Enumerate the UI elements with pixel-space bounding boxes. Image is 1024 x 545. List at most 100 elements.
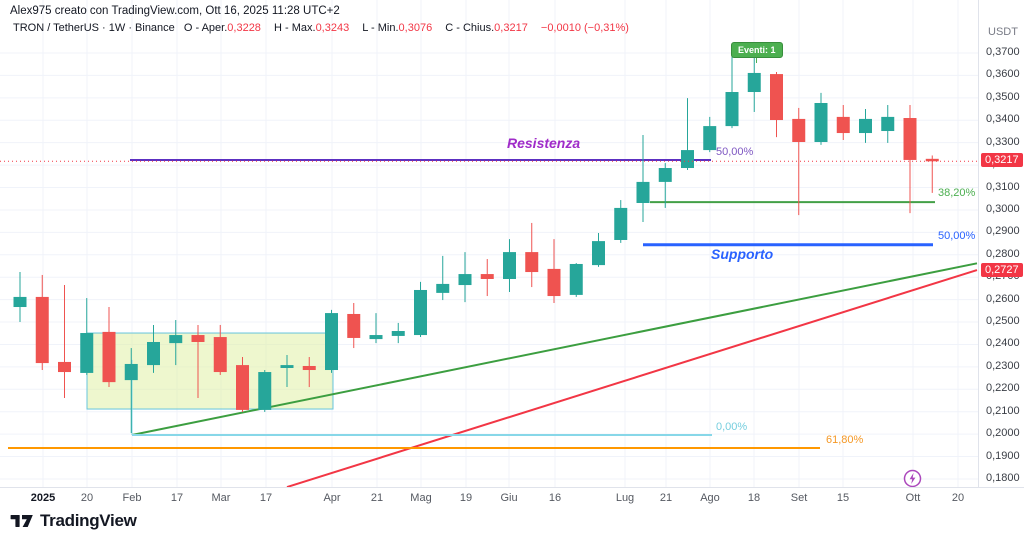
candle-body (859, 118, 872, 134)
time-tick: Giu (500, 492, 518, 504)
symbol-title[interactable]: TRON / TetherUS · 1W · Binance (13, 22, 175, 34)
candle-body (547, 268, 561, 297)
time-tick: Apr (323, 492, 341, 504)
candle-body (458, 274, 472, 286)
price-tick: 0,2400 (986, 337, 1020, 350)
eventi-badge[interactable]: Eventi: 1 (731, 42, 783, 58)
candle-body (903, 118, 917, 160)
time-tick: Ago (700, 492, 720, 504)
price-tick: 0,3100 (986, 180, 1020, 193)
tradingview-logo-text: TradingView (40, 511, 137, 530)
candle-body (614, 207, 628, 240)
time-tick: 18 (747, 492, 761, 504)
candle-body (102, 331, 116, 383)
time-tick: 17 (259, 492, 273, 504)
time-tick: 20 (951, 492, 965, 504)
candle-body (80, 333, 94, 373)
candlestick-chart (0, 0, 978, 487)
price-tick: 0,2600 (986, 292, 1020, 305)
time-tick: 21 (659, 492, 673, 504)
candle-body (658, 168, 672, 182)
time-tick: Set (790, 492, 808, 504)
candle-body (58, 361, 71, 373)
fib-61-80-label: 61,80% (826, 434, 864, 446)
price-tick: 0,2500 (986, 315, 1020, 328)
candle-body (347, 313, 361, 338)
time-tick: Feb (122, 492, 142, 504)
candle-body (525, 252, 539, 273)
eventi-badge-stem (756, 57, 757, 63)
candle-body (258, 372, 272, 410)
supporto-label[interactable]: Supporto (711, 246, 774, 262)
candle-body (747, 72, 761, 93)
time-axis[interactable]: 2025 20 Feb 17 Mar 17 Apr 21 Mag 19 Giu 16 Lug 21 Ago 1… (0, 487, 1024, 508)
candle-body (814, 102, 828, 143)
open-value: 0,3228 (227, 22, 261, 34)
time-tick: 15 (836, 492, 850, 504)
resistenza-label[interactable]: Resistenza (507, 135, 581, 151)
candle-body (280, 365, 294, 369)
candle-body (391, 331, 405, 336)
candle-body (169, 335, 183, 344)
candle-body (480, 274, 494, 279)
price-tick: 0,2300 (986, 359, 1020, 372)
price-tick: 0,2100 (986, 404, 1020, 417)
time-tick: 20 (80, 492, 94, 504)
price-tick: 0,3000 (986, 202, 1020, 215)
price-tick: 0,2800 (986, 247, 1020, 260)
candle-body (569, 263, 583, 295)
trendline-price-badge: 0,2727 (981, 263, 1023, 278)
candle-body (147, 341, 160, 366)
price-tick: 0,3400 (986, 113, 1020, 126)
candle-body (236, 365, 249, 410)
candle-body (325, 313, 338, 371)
low-label: L - Min. (362, 22, 399, 34)
candle-body (503, 252, 516, 279)
time-tick: Mag (410, 492, 432, 504)
price-tick: 0,2000 (986, 427, 1020, 440)
candle-body (124, 363, 138, 381)
tradingview-watermark[interactable]: TradingView (10, 511, 137, 531)
time-tick: 19 (459, 492, 473, 504)
price-tick: 0,1900 (986, 449, 1020, 462)
time-tick: 21 (370, 492, 384, 504)
close-value: 0,3217 (494, 22, 528, 34)
red-trendline[interactable] (286, 269, 978, 487)
candle-body (836, 116, 850, 134)
time-tick: Ott (905, 492, 921, 504)
consolidation-box[interactable] (86, 332, 334, 410)
change-value: −0,0010 (−0,31%) (540, 22, 629, 34)
time-tick: Mar (211, 492, 231, 504)
candle-body (191, 335, 205, 342)
candle-body (681, 150, 694, 169)
candle-body (592, 241, 605, 266)
time-tick: 16 (548, 492, 562, 504)
price-tick: 0,1800 (986, 471, 1020, 484)
price-tick: 0,3500 (986, 90, 1020, 103)
green-trendline[interactable] (131, 262, 978, 437)
chart-plot-area[interactable]: Resistenza 50,00% 38,20% 50,00% Supporto… (0, 0, 978, 488)
symbol-info-bar[interactable]: TRON / TetherUS · 1W · Binance O - Aper.… (13, 22, 629, 34)
candle-body (35, 296, 49, 364)
candle-body (881, 116, 895, 132)
high-value: 0,3243 (315, 22, 350, 34)
high-label: H - Max. (274, 22, 316, 34)
fib-50-supporto-label: 50,00% (938, 230, 976, 242)
price-axis[interactable]: USDT 0,37000,36000,35000,34000,33000,320… (978, 0, 1024, 487)
open-label: O - Aper. (183, 22, 228, 34)
candle-body (302, 365, 316, 371)
fib-38-20-label: 38,20% (938, 187, 976, 199)
price-tick: 0,3600 (986, 68, 1020, 81)
time-tick: Lug (615, 492, 635, 504)
price-tick: 0,2900 (986, 225, 1020, 238)
fib-50-resistenza-label: 50,00% (716, 146, 754, 158)
lightning-events-icon[interactable] (903, 469, 922, 493)
price-axis-unit: USDT (988, 26, 1018, 38)
candle-body (13, 296, 27, 308)
candle-body (925, 158, 939, 162)
candle-body (725, 92, 739, 127)
candle-body (436, 283, 450, 293)
candle-body (414, 289, 427, 336)
price-tick: 0,3700 (986, 46, 1020, 58)
